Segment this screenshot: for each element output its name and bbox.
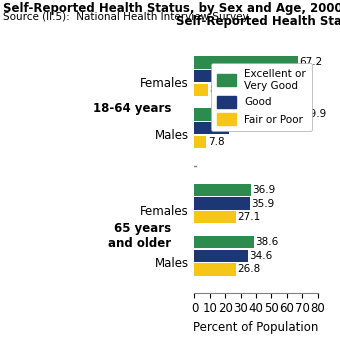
Text: 67.2: 67.2 [299, 57, 322, 67]
Text: Source (II.5):  National Health Interview Survey: Source (II.5): National Health Interview… [3, 12, 249, 22]
Bar [194, 108, 302, 121]
Text: Self-Reported Health Status, by Sex and Age, 2000: Self-Reported Health Status, by Sex and … [3, 2, 340, 15]
X-axis label: Percent of Population: Percent of Population [193, 321, 319, 334]
Bar [194, 263, 236, 276]
Bar [194, 250, 248, 262]
Text: 8.9: 8.9 [209, 85, 226, 95]
Text: 22.4: 22.4 [230, 123, 253, 133]
Bar [194, 84, 208, 96]
Bar [194, 236, 254, 248]
Bar [194, 122, 229, 134]
Bar [194, 184, 251, 196]
Text: 34.6: 34.6 [249, 251, 272, 261]
Text: 18-64 years: 18-64 years [93, 102, 171, 115]
Bar [194, 56, 298, 68]
Text: Self-Reported Health Status, by Sex and Age, 2000: Self-Reported Health Status, by Sex and … [176, 15, 340, 28]
Text: 27.1: 27.1 [237, 212, 261, 222]
Text: 23.9: 23.9 [233, 71, 256, 81]
Text: 7.8: 7.8 [208, 137, 224, 147]
Bar [194, 198, 250, 210]
Text: 65 years
and older: 65 years and older [108, 222, 171, 250]
Bar [194, 70, 231, 82]
Text: 35.9: 35.9 [251, 199, 274, 209]
Text: 36.9: 36.9 [253, 185, 276, 195]
Bar [194, 211, 236, 223]
Text: 38.6: 38.6 [255, 237, 278, 247]
Text: 26.8: 26.8 [237, 265, 260, 274]
Text: 69.9: 69.9 [303, 110, 326, 119]
Bar [194, 136, 206, 148]
Legend: Excellent or
Very Good, Good, Fair or Poor: Excellent or Very Good, Good, Fair or Po… [211, 63, 312, 131]
